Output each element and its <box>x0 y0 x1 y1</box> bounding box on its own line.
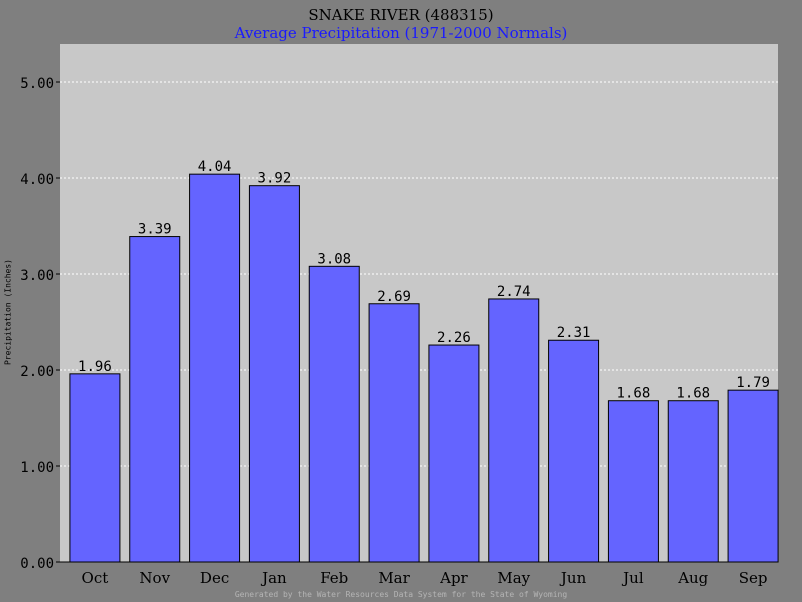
bars <box>69 173 779 563</box>
y-axis-ticks: 0.00 1.00 2.00 3.00 4.00 5.00 <box>20 76 60 572</box>
bar-dec <box>189 173 241 563</box>
x-tick-label: Apr <box>439 569 468 587</box>
bar-value-label: 2.69 <box>377 289 411 305</box>
bar-value-label: 3.39 <box>138 222 172 238</box>
bar-jul <box>607 400 659 563</box>
x-tick-label: Aug <box>677 569 708 587</box>
bar-value-label: 1.79 <box>736 375 770 391</box>
x-tick-label: Jul <box>621 569 644 587</box>
bar-value-label: 4.04 <box>198 159 232 175</box>
x-tick-label: Feb <box>320 569 348 587</box>
bar-value-label: 2.26 <box>437 330 471 346</box>
bar-value-label: 3.92 <box>258 171 292 187</box>
bar-may <box>488 298 540 563</box>
chart-subtitle: Average Precipitation (1971-2000 Normals… <box>234 24 568 42</box>
y-tick-label: 5.00 <box>20 76 54 92</box>
x-tick-label: Jan <box>260 569 287 587</box>
x-tick-label: Mar <box>378 569 410 587</box>
bar-nov <box>129 236 181 563</box>
bar-value-label: 3.08 <box>317 251 351 267</box>
bar-value-label: 2.74 <box>497 284 531 300</box>
bar-oct <box>69 373 121 563</box>
footer-note: Generated by the Water Resources Data Sy… <box>234 590 568 599</box>
chart-title: SNAKE RIVER (488315) <box>308 6 494 24</box>
y-tick-label: 1.00 <box>20 460 54 476</box>
x-tick-label: Jun <box>559 569 587 587</box>
x-tick-label: Sep <box>739 569 768 587</box>
y-tick-label: 0.00 <box>20 556 54 572</box>
bar-jun <box>548 339 600 563</box>
bar-value-label: 2.31 <box>557 325 591 341</box>
x-axis-ticks: Oct Nov Dec Jan Feb Mar Apr May Jun Jul Aug Sep <box>82 569 768 587</box>
x-tick-label: Oct <box>82 569 109 587</box>
y-tick-label: 4.00 <box>20 172 54 188</box>
bar-feb <box>308 265 360 563</box>
bar-jan <box>248 185 300 563</box>
bar-apr <box>428 344 480 563</box>
bar-aug <box>667 400 719 563</box>
bar-value-label: 1.68 <box>617 386 651 402</box>
bar-sep <box>727 389 779 563</box>
bar-value-label: 1.96 <box>78 359 112 375</box>
bar-mar <box>368 303 420 563</box>
bar-value-label: 1.68 <box>676 386 710 402</box>
y-tick-label: 2.00 <box>20 364 54 380</box>
x-tick-label: Nov <box>139 569 170 587</box>
x-tick-label: May <box>497 569 530 587</box>
value-labels: 1.96 3.39 4.04 3.92 3.08 2.69 2.26 2.74 2.31 1.68… <box>78 159 770 402</box>
y-tick-label: 3.00 <box>20 268 54 284</box>
x-tick-label: Dec <box>200 569 229 587</box>
